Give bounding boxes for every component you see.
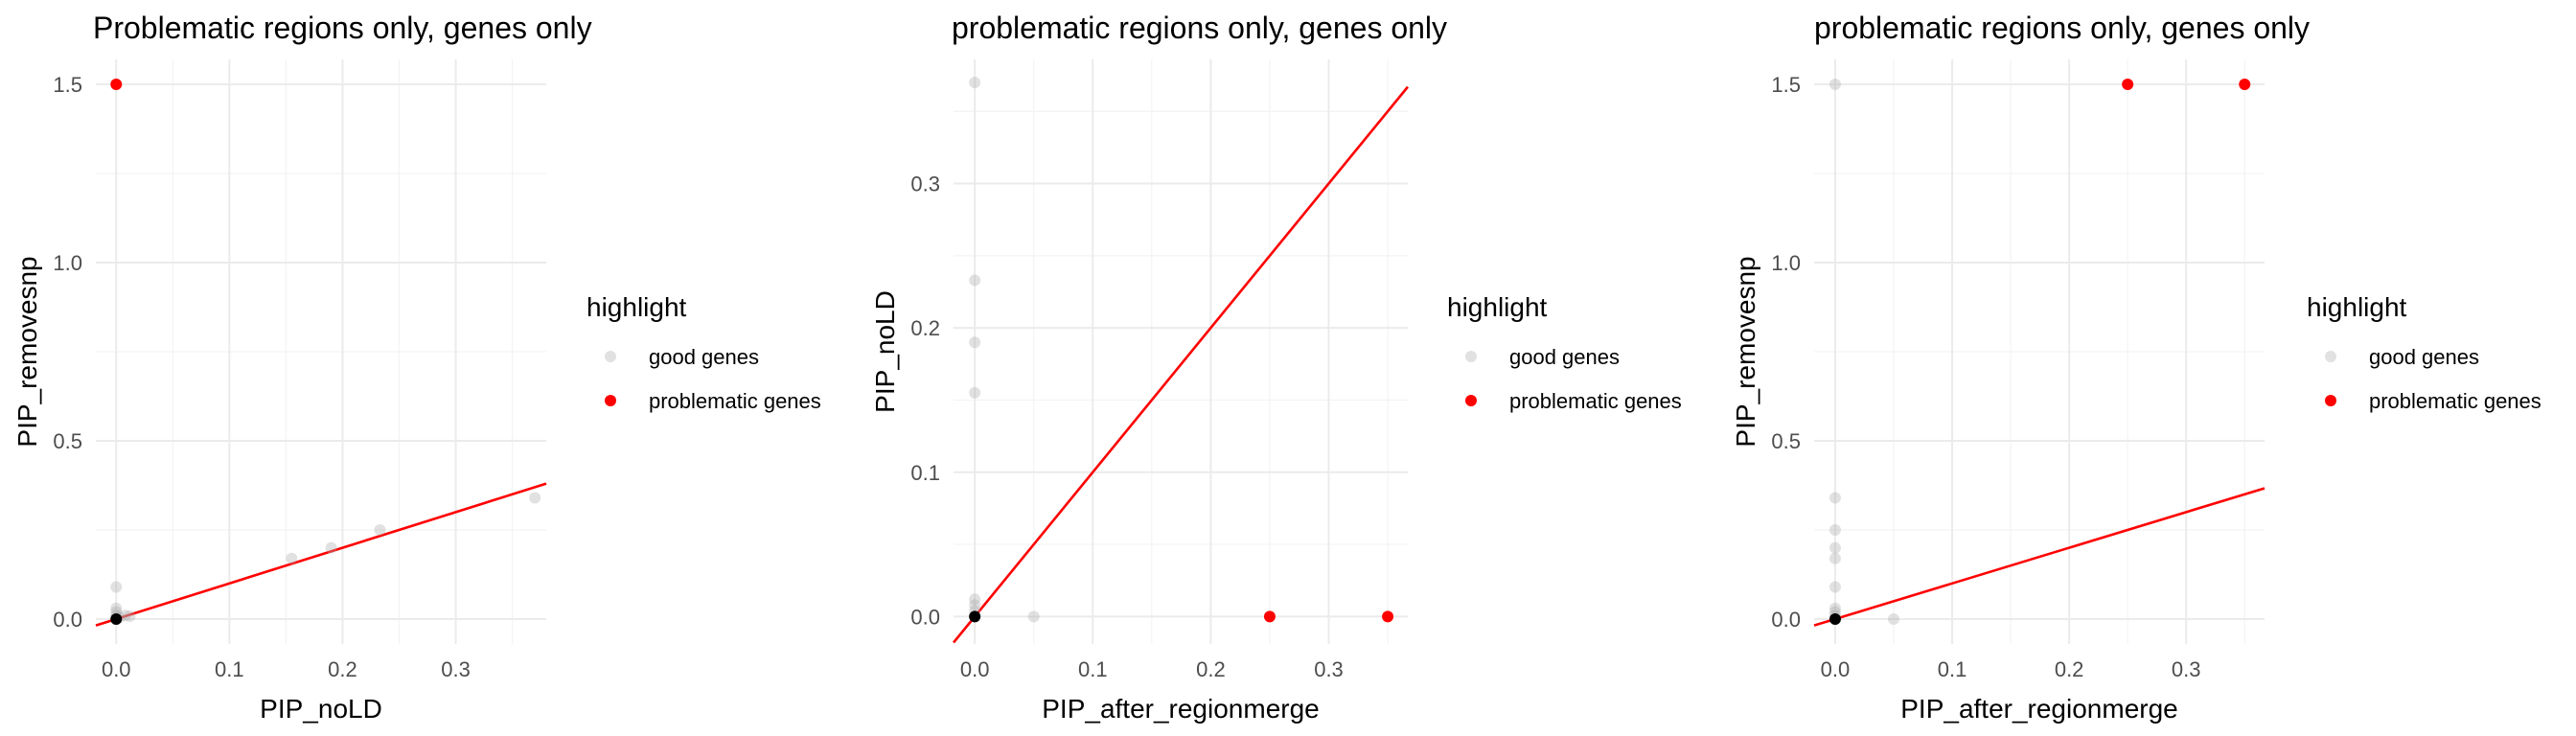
data-point-good-gene — [969, 77, 981, 89]
legend-key-good-genes — [1465, 351, 1477, 362]
reference-line-y-equals-x — [95, 482, 547, 627]
x-tick-label: 0.0 — [960, 657, 990, 681]
x-tick-label: 0.0 — [1821, 657, 1851, 681]
x-tick-label: 0.3 — [441, 657, 471, 681]
chart-title: problematic regions only, genes only — [1814, 11, 2310, 45]
x-axis-title: PIP_noLD — [260, 694, 382, 724]
data-point-good-gene — [110, 581, 123, 593]
x-axis-title: PIP_after_regionmerge — [1042, 694, 1320, 724]
chart-title: problematic regions only, genes only — [952, 11, 1447, 45]
y-axis-title: PIP_removesnp — [1731, 256, 1760, 447]
data-point-good-gene — [1828, 541, 1841, 554]
y-tick-label: 1.0 — [1771, 251, 1801, 275]
data-point-good-gene — [1828, 602, 1841, 614]
data-point-problematic-gene — [2239, 79, 2251, 91]
x-tick-label: 0.1 — [215, 657, 244, 681]
x-tick-label: 0.3 — [2172, 657, 2201, 681]
data-point-good-gene — [124, 610, 136, 622]
plot-panel-2: 0.0 0.1 0.2 0.3 0.0 0.1 0.2 0.3 problematic regi… — [870, 11, 1682, 724]
data-point-good-gene — [969, 386, 981, 399]
data-point-overlap — [110, 612, 123, 625]
data-point-good-gene — [969, 593, 981, 606]
x-axis-title: PIP_after_regionmerge — [1900, 694, 2178, 724]
legend-title: highlight — [2307, 292, 2407, 322]
plot-panel-1: 0.0 0.1 0.2 0.3 0.0 0.5 1.0 1.5 Problematic regi… — [12, 11, 821, 724]
legend-key-good-genes — [2325, 351, 2336, 362]
reference-line-y-equals-x — [1813, 487, 2266, 627]
legend-label-good-genes: good genes — [1509, 345, 1620, 369]
data-point-good-gene — [1027, 610, 1040, 623]
reference-line-y-equals-x — [952, 85, 1410, 644]
y-tick-label: 0.0 — [910, 605, 940, 629]
data-point-good-gene — [110, 602, 123, 614]
y-tick-label: 0.0 — [53, 608, 82, 632]
data-point-good-gene — [1828, 552, 1841, 564]
data-point-good-gene — [119, 610, 131, 622]
x-tick-label: 0.2 — [2055, 657, 2084, 681]
data-point-good-gene — [1828, 581, 1841, 593]
legend-label-good-genes: good genes — [649, 345, 759, 369]
data-point-problematic-gene — [1263, 610, 1276, 623]
legend-key-problematic-genes — [605, 395, 616, 406]
data-point-good-gene — [969, 336, 981, 349]
data-point-good-gene — [969, 599, 981, 611]
y-tick-label: 0.1 — [910, 461, 940, 485]
data-point-problematic-gene — [1382, 610, 1394, 623]
y-tick-label: 0.3 — [910, 172, 940, 196]
legend-key-problematic-genes — [2325, 395, 2336, 406]
data-point-good-gene — [969, 274, 981, 287]
legend-title: highlight — [1447, 292, 1548, 322]
data-point-good-gene — [1828, 523, 1841, 536]
data-point-problematic-gene — [2122, 79, 2134, 91]
data-point-good-gene — [325, 541, 337, 554]
data-point-good-gene — [1828, 492, 1841, 504]
y-tick-label: 0.2 — [910, 316, 940, 340]
y-tick-label: 1.5 — [53, 73, 82, 97]
x-tick-label: 0.2 — [1196, 657, 1226, 681]
y-tick-label: 0.0 — [1771, 608, 1801, 632]
y-axis-title: PIP_removesnp — [12, 256, 42, 447]
chart-title: Problematic regions only, genes only — [93, 11, 592, 45]
y-tick-label: 0.5 — [1771, 429, 1801, 453]
data-point-good-gene — [1828, 79, 1841, 91]
data-point-good-gene — [286, 552, 298, 564]
data-point-problematic-gene — [110, 79, 123, 91]
legend-key-problematic-genes — [1465, 395, 1477, 406]
legend-title: highlight — [586, 292, 687, 322]
x-tick-label: 0.2 — [328, 657, 357, 681]
data-point-overlap — [969, 610, 981, 623]
y-tick-label: 1.5 — [1771, 73, 1801, 97]
data-point-good-gene — [374, 523, 386, 536]
data-point-good-gene — [529, 492, 541, 504]
x-tick-label: 0.1 — [1078, 657, 1108, 681]
legend-label-good-genes: good genes — [2369, 345, 2479, 369]
y-tick-label: 1.0 — [53, 251, 82, 275]
y-axis-title: PIP_noLD — [870, 290, 900, 413]
data-point-good-gene — [1888, 612, 1900, 625]
legend-label-problematic-genes: problematic genes — [2369, 389, 2542, 413]
legend-label-problematic-genes: problematic genes — [1509, 389, 1682, 413]
y-tick-label: 0.5 — [53, 429, 82, 453]
legend-label-problematic-genes: problematic genes — [649, 389, 821, 413]
data-point-overlap — [1828, 612, 1841, 625]
x-tick-label: 0.1 — [1938, 657, 1967, 681]
x-tick-label: 0.0 — [102, 657, 131, 681]
legend-key-good-genes — [605, 351, 616, 362]
x-tick-label: 0.3 — [1314, 657, 1344, 681]
plot-panel-3: 0.0 0.1 0.2 0.3 0.0 0.5 1.0 1.5 problematic regi… — [1731, 11, 2542, 724]
